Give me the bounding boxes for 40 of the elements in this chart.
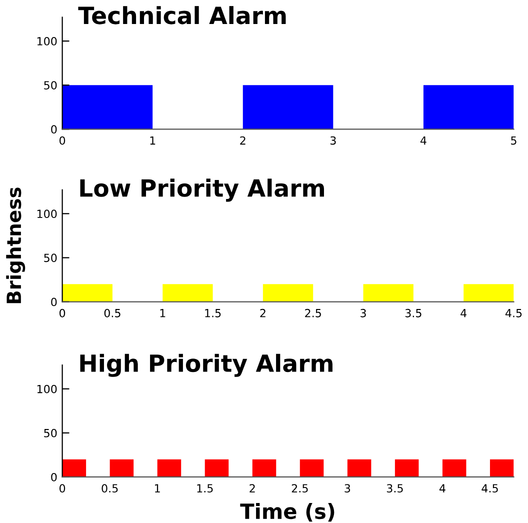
x-tick-label: 0 <box>60 484 66 493</box>
y-tick-label: 100 <box>37 384 57 394</box>
x-tick-label: 0.5 <box>104 308 120 318</box>
x-tick-label: 3 <box>360 308 366 318</box>
x-tick-label: 1.5 <box>205 309 221 318</box>
x-tick-label: 3.5 <box>405 308 422 318</box>
x-tick-label: 3 <box>344 484 350 493</box>
y-tick-label: 50 <box>44 428 57 438</box>
y-tick-label: 0 <box>51 472 57 482</box>
x-tick-label: 1.5 <box>197 484 213 493</box>
x-tick-label: 2 <box>250 484 255 492</box>
y-axis-title: Brightness <box>6 188 26 304</box>
y-tick-label: 0 <box>51 298 57 306</box>
chart-title: High Priority Alarm <box>80 354 332 377</box>
x-tick-label: 0.5 <box>102 484 118 493</box>
chart-title: Low Priority Alarm <box>80 178 324 202</box>
x-tick-label: 1 <box>160 309 166 318</box>
x-tick-label: 4 <box>420 136 426 145</box>
x-tick-label: 4 <box>439 484 446 492</box>
x-tick-label: 5 <box>511 136 516 145</box>
y-tick-label: 0 <box>51 125 57 134</box>
y-tick-label: 50 <box>44 254 57 262</box>
x-tick-label: 2.5 <box>292 484 308 493</box>
x-tick-label: 4.5 <box>505 309 522 318</box>
x-tick-label: 1 <box>150 136 156 145</box>
chart-title: Technical Alarm <box>78 6 286 24</box>
x-tick-label: 4.5 <box>482 484 498 493</box>
x-axis-title: Time (s) <box>240 503 334 522</box>
x-tick-label: 2 <box>240 136 246 145</box>
x-tick-label: 0 <box>60 136 66 145</box>
x-tick-label: 2.5 <box>305 308 321 318</box>
x-tick-label: 2 <box>260 308 266 318</box>
y-tick-label: 50 <box>44 81 57 90</box>
y-tick-label: 100 <box>37 37 57 46</box>
x-tick-label: 1 <box>155 484 160 492</box>
x-tick-label: 4 <box>460 309 466 318</box>
x-tick-label: 3.5 <box>386 484 403 493</box>
x-tick-label: 0 <box>60 308 66 318</box>
y-tick-label: 100 <box>37 210 57 218</box>
x-tick-label: 3 <box>330 136 336 145</box>
